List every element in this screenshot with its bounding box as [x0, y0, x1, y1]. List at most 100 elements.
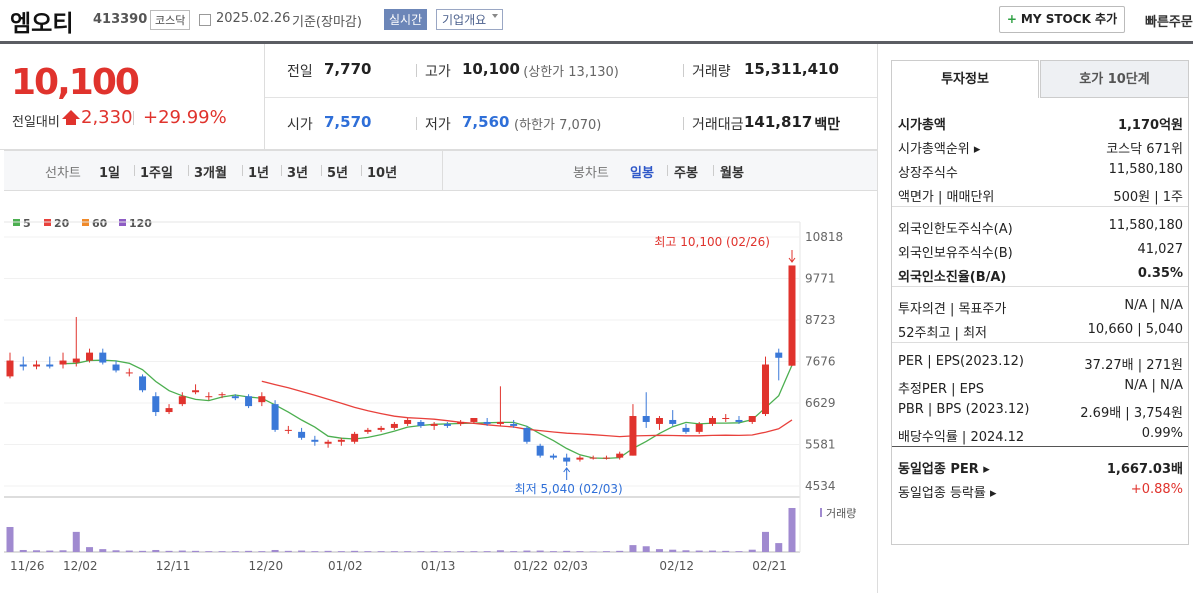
- candle-tab[interactable]: 월봉: [720, 166, 744, 181]
- candle-body: [496, 421, 504, 424]
- candle-body: [178, 396, 186, 405]
- volume-bar: [404, 551, 412, 552]
- legend-label: 60: [92, 217, 108, 230]
- candle-body: [576, 457, 584, 460]
- volume-bar: [112, 550, 120, 552]
- summary-label: 거래대금: [692, 117, 744, 133]
- tab-divider: [713, 165, 714, 176]
- stock-name: 엠오티: [10, 11, 74, 37]
- x-tick-label: 01/13: [421, 559, 456, 573]
- volume-bar: [708, 550, 716, 552]
- summary-note: (상한가 13,130): [523, 65, 619, 80]
- period-tab[interactable]: 5년: [327, 166, 349, 181]
- invest-value: 500원 | 1주: [1113, 190, 1183, 205]
- summary-value: 10,100: [462, 60, 520, 78]
- high-arrow: [788, 250, 796, 263]
- period-tab[interactable]: 3개월: [194, 166, 227, 181]
- change-divider: [133, 111, 134, 125]
- candle-body: [205, 396, 213, 398]
- invest-value: 1,170억원: [1117, 118, 1183, 133]
- invest-table: [891, 98, 1189, 545]
- x-tick-label: 01/02: [328, 559, 363, 573]
- volume-bar: [576, 551, 584, 552]
- group-rule: [892, 206, 1188, 207]
- up-arrow-stem: [66, 119, 76, 125]
- volume-bar: [390, 551, 398, 552]
- period-tab[interactable]: 1주일: [140, 166, 173, 181]
- candle-body: [510, 423, 518, 426]
- volume-bar: [19, 549, 27, 552]
- volume-bar: [99, 549, 107, 552]
- candle-body: [351, 433, 359, 442]
- mystock-button[interactable]: + MY STOCK 추가: [999, 6, 1125, 33]
- invest-tab[interactable]: 호가 10단계: [1040, 60, 1189, 98]
- current-price: 10,100: [11, 62, 140, 103]
- x-tick-label: 02/21: [752, 559, 787, 573]
- realtime-badge[interactable]: 실시간: [384, 9, 428, 30]
- invest-value: 10,660 | 5,040: [1087, 322, 1183, 337]
- candle-tab[interactable]: 일봉: [630, 166, 654, 181]
- y-tick-label: 6629: [805, 396, 836, 410]
- invest-tab[interactable]: 투자정보: [891, 60, 1039, 98]
- invest-value: N/A | N/A: [1124, 378, 1183, 393]
- volume-bar: [192, 550, 200, 552]
- summary-value: 15,311,410: [744, 60, 839, 78]
- summary-divider: [416, 64, 417, 77]
- candle-body: [390, 423, 398, 428]
- candle-body: [682, 427, 690, 432]
- volume-bar: [165, 550, 173, 552]
- chart-right-rule: [877, 44, 878, 593]
- candle-body: [33, 364, 41, 367]
- volume-bar: [788, 507, 796, 552]
- date: 2025.02.26: [216, 11, 291, 26]
- candle-body: [337, 439, 345, 442]
- volume-bar: [536, 550, 544, 552]
- candle-tab[interactable]: 주봉: [674, 166, 698, 181]
- period-tab[interactable]: 1년: [248, 166, 270, 181]
- candle-body: [86, 352, 94, 361]
- volume-bar: [337, 551, 345, 552]
- volume-bar: [72, 531, 80, 552]
- summary-divider: [416, 117, 417, 130]
- dropdown-caret: [492, 14, 498, 18]
- volume-bar: [218, 551, 226, 552]
- volume-bar: [284, 550, 292, 552]
- volume-bar: [6, 526, 14, 552]
- summary-divider: [683, 64, 684, 77]
- group-rule: [892, 446, 1188, 447]
- volume-bar: [549, 551, 557, 552]
- candle-body: [125, 372, 133, 374]
- period-tab[interactable]: 1일: [99, 166, 121, 181]
- invest-value: +0.88%: [1130, 482, 1183, 497]
- invest-value: 2.69배 | 3,754원: [1080, 406, 1183, 421]
- volume-bar: [443, 551, 451, 552]
- volume-bar: [682, 550, 690, 552]
- invest-label: 투자의견 | 목표주가: [898, 302, 1007, 317]
- candle-body: [258, 396, 266, 403]
- candle-body: [324, 441, 332, 444]
- volume-bar: [311, 551, 319, 552]
- invest-label: 외국인보유주식수(B): [898, 246, 1013, 261]
- candle-body: [218, 394, 226, 396]
- market-badge: 코스닥: [150, 10, 191, 30]
- invest-label: 동일업종 PER ▸: [898, 462, 990, 477]
- candle-body: [165, 408, 173, 413]
- period-tab[interactable]: 10년: [367, 166, 398, 181]
- candle-body: [364, 429, 372, 432]
- period-tab[interactable]: 3년: [287, 166, 309, 181]
- volume-bar: [139, 550, 147, 552]
- volume-bar: [258, 551, 266, 552]
- invest-value: 11,580,180: [1108, 218, 1183, 233]
- volume-bar: [245, 550, 253, 552]
- candle-body: [549, 455, 557, 458]
- overview-button[interactable]: 기업개요: [436, 9, 504, 30]
- quick-order[interactable]: 빠른주문: [1145, 15, 1193, 30]
- candle-body: [589, 457, 597, 459]
- volume-label: 거래량: [826, 507, 856, 520]
- invest-label: PBR | BPS (2023.12): [898, 402, 1030, 417]
- volume-bar: [722, 550, 730, 552]
- volume-bar: [496, 550, 504, 552]
- volume-bar: [298, 550, 306, 552]
- candle-body: [46, 364, 54, 367]
